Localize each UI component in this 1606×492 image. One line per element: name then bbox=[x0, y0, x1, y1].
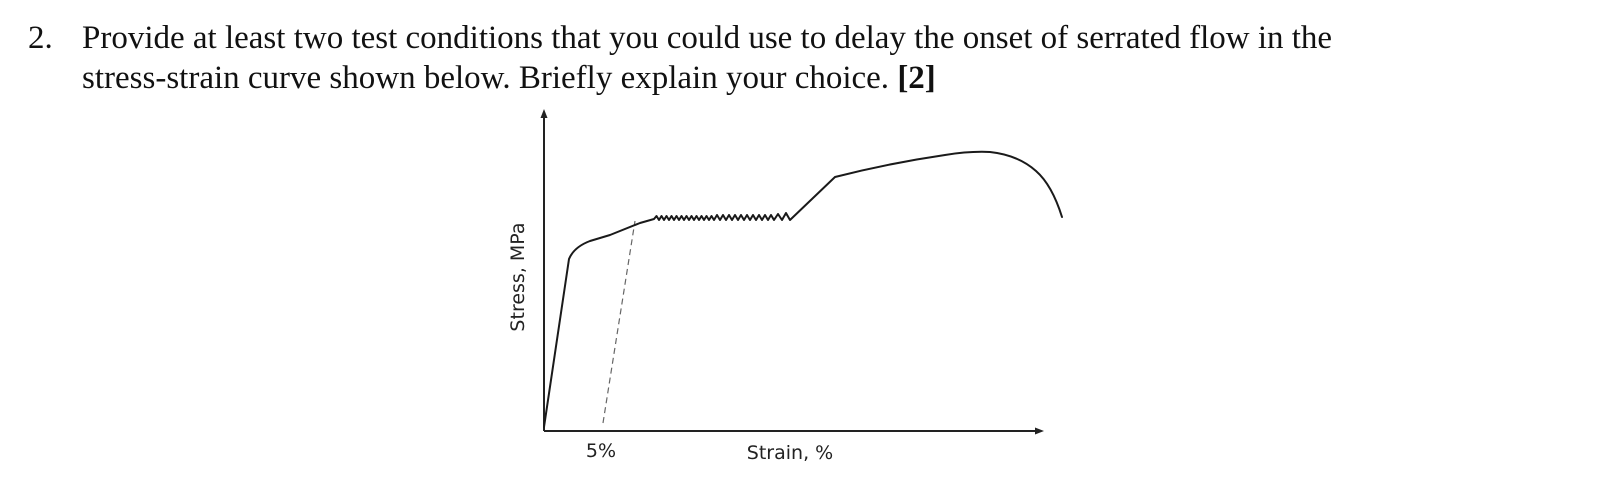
question-marks: [2] bbox=[897, 60, 936, 96]
question-line-1: Provide at least two test conditions tha… bbox=[82, 20, 1333, 56]
question-number: 2. bbox=[28, 20, 53, 56]
x-axis-arrowhead bbox=[1035, 427, 1044, 435]
y-axis-arrowhead bbox=[540, 109, 548, 118]
question-line-2: stress-strain curve shown below. Briefly… bbox=[82, 58, 1562, 98]
offset-dashed-line bbox=[602, 220, 636, 424]
question-line-2-text: stress-strain curve shown below. Briefly… bbox=[82, 60, 898, 96]
x-axis-label: Strain, % bbox=[747, 442, 833, 464]
stress-strain-curve bbox=[543, 150, 1063, 428]
stress-strain-figure: Stress, MPa 5% Strain, % bbox=[490, 105, 1090, 485]
stress-strain-diagram: Stress, MPa 5% Strain, % bbox=[507, 109, 1063, 464]
offset-strain-label: 5% bbox=[586, 440, 616, 462]
question-text: Provide at least two test conditions tha… bbox=[82, 18, 1562, 98]
y-axis-label: Stress, MPa bbox=[507, 222, 529, 331]
